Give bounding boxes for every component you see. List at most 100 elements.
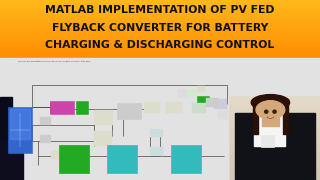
Bar <box>192 103 206 113</box>
Bar <box>230 118 320 122</box>
Bar <box>230 126 320 130</box>
Bar <box>230 130 320 134</box>
Bar <box>0 42 320 44</box>
Bar <box>0 7 320 8</box>
Bar <box>0 58 320 180</box>
Bar <box>0 38 320 39</box>
Ellipse shape <box>265 110 268 113</box>
Bar <box>230 176 320 180</box>
Bar <box>230 122 320 126</box>
Bar <box>0 19 320 20</box>
Bar <box>0 31 320 32</box>
Bar <box>230 114 320 118</box>
Bar <box>94 131 112 146</box>
Bar <box>0 8 320 9</box>
Bar <box>178 90 187 97</box>
Bar <box>0 36 320 37</box>
Bar <box>0 37 320 38</box>
Bar <box>0 55 320 56</box>
Bar <box>0 13 320 14</box>
Text: MATLAB Implementation Solar PV Fed (DC-DC) Flyback Converter with MPPT: MATLAB Implementation Solar PV Fed (DC-D… <box>18 60 90 62</box>
Bar <box>197 96 209 104</box>
Bar <box>0 40 320 41</box>
Bar <box>69 151 80 159</box>
Bar <box>107 145 137 173</box>
Ellipse shape <box>273 110 276 113</box>
Bar <box>0 56 320 57</box>
Bar <box>0 17 320 18</box>
Text: CHARGING & DISCHARGING CONTROL: CHARGING & DISCHARGING CONTROL <box>45 40 275 50</box>
Bar <box>0 9 320 10</box>
Bar <box>197 86 205 92</box>
Bar <box>144 102 160 113</box>
Bar <box>0 14 320 15</box>
Bar <box>230 168 320 172</box>
Bar <box>0 34 320 35</box>
Bar <box>0 53 320 54</box>
Bar <box>117 103 141 119</box>
Bar <box>187 90 196 97</box>
Bar <box>230 134 320 139</box>
Bar <box>0 47 320 48</box>
Bar <box>0 51 320 52</box>
Bar <box>230 97 320 101</box>
Bar <box>218 111 228 119</box>
Bar <box>230 163 320 168</box>
Bar <box>253 100 258 134</box>
Bar <box>0 30 320 31</box>
Bar <box>254 115 285 146</box>
Bar <box>230 105 320 109</box>
Bar <box>0 1 320 2</box>
Bar <box>261 135 274 147</box>
Bar <box>0 4 320 5</box>
Bar <box>230 139 320 143</box>
Bar <box>0 27 320 28</box>
Bar <box>0 29 320 30</box>
Bar <box>0 57 320 58</box>
Bar <box>0 45 320 46</box>
Bar <box>0 10 320 11</box>
Bar <box>50 101 74 114</box>
Bar <box>40 117 51 125</box>
Bar <box>0 24 320 25</box>
Bar <box>171 145 201 173</box>
Bar <box>283 100 288 134</box>
Bar <box>0 35 320 36</box>
Bar <box>230 159 320 163</box>
Bar <box>0 15 320 16</box>
Bar <box>0 48 320 49</box>
Bar <box>214 100 227 109</box>
Bar <box>59 145 89 173</box>
Bar <box>230 97 320 180</box>
Bar <box>0 33 320 34</box>
Bar <box>166 102 182 113</box>
Bar <box>0 21 320 22</box>
Bar <box>0 54 320 55</box>
Bar <box>230 151 320 155</box>
Bar <box>0 11 320 12</box>
Bar <box>0 52 320 53</box>
Bar <box>0 26 320 27</box>
Bar <box>8 107 32 153</box>
Bar <box>262 109 279 126</box>
Bar <box>0 49 320 50</box>
Bar <box>230 109 320 114</box>
Bar <box>0 3 320 4</box>
Bar <box>0 50 320 51</box>
Bar <box>0 28 320 29</box>
Text: FLYBACK CONVERTER FOR BATTERY: FLYBACK CONVERTER FOR BATTERY <box>52 23 268 33</box>
Bar <box>150 129 163 137</box>
Bar <box>0 6 320 7</box>
Bar <box>0 2 320 3</box>
Bar <box>0 23 320 24</box>
Bar <box>10 109 30 139</box>
Bar <box>230 143 320 147</box>
Bar <box>230 172 320 176</box>
Bar <box>0 16 320 17</box>
Bar <box>0 44 320 45</box>
Bar <box>0 5 320 6</box>
Ellipse shape <box>256 101 285 119</box>
Bar <box>51 151 62 159</box>
Bar <box>0 39 320 40</box>
Bar <box>0 41 320 42</box>
